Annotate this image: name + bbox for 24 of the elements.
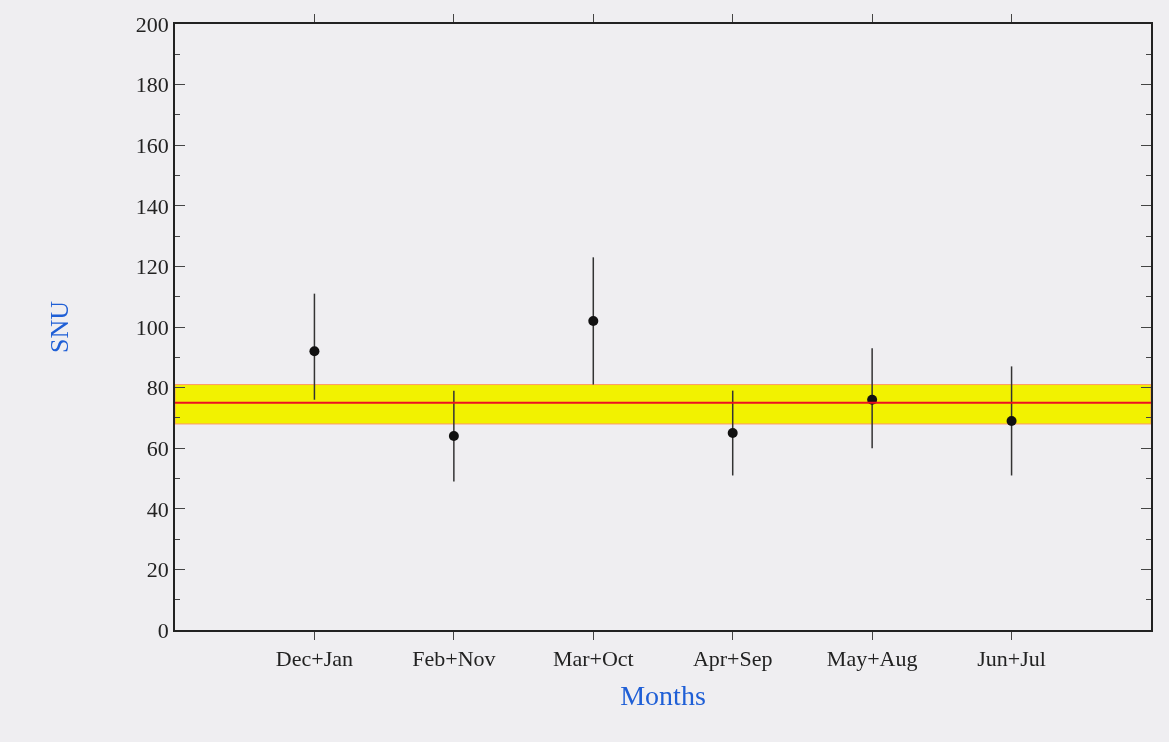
y-axis-title: SNU [44, 300, 74, 354]
y-tick-label: 100 [135, 314, 169, 340]
x-tick-label: Jun+Jul [977, 646, 1046, 672]
x-tick-label: May+Aug [826, 646, 918, 672]
point [309, 346, 320, 357]
point [448, 431, 459, 442]
y-tick-label: 60 [146, 435, 169, 461]
x-tick-label: Feb+Nov [412, 646, 496, 672]
x-tick-label: Apr+Sep [692, 646, 773, 672]
y-tick-label: 200 [135, 11, 169, 37]
point [727, 428, 738, 439]
y-tick-label: 140 [135, 193, 169, 219]
y-tick-label: 180 [135, 72, 169, 98]
y-tick-label: 80 [146, 375, 169, 401]
y-tick-label: 40 [146, 496, 169, 522]
y-tick-label: 0 [157, 617, 169, 643]
point [588, 315, 599, 326]
x-tick-label: Dec+Jan [275, 646, 354, 672]
x-tick-label: Mar+Oct [552, 646, 634, 672]
y-tick-label: 20 [146, 557, 169, 583]
x-axis-title: Months [620, 679, 706, 711]
y-tick-label: 160 [135, 132, 169, 158]
point [1006, 415, 1017, 426]
y-tick-label: 120 [135, 254, 169, 280]
